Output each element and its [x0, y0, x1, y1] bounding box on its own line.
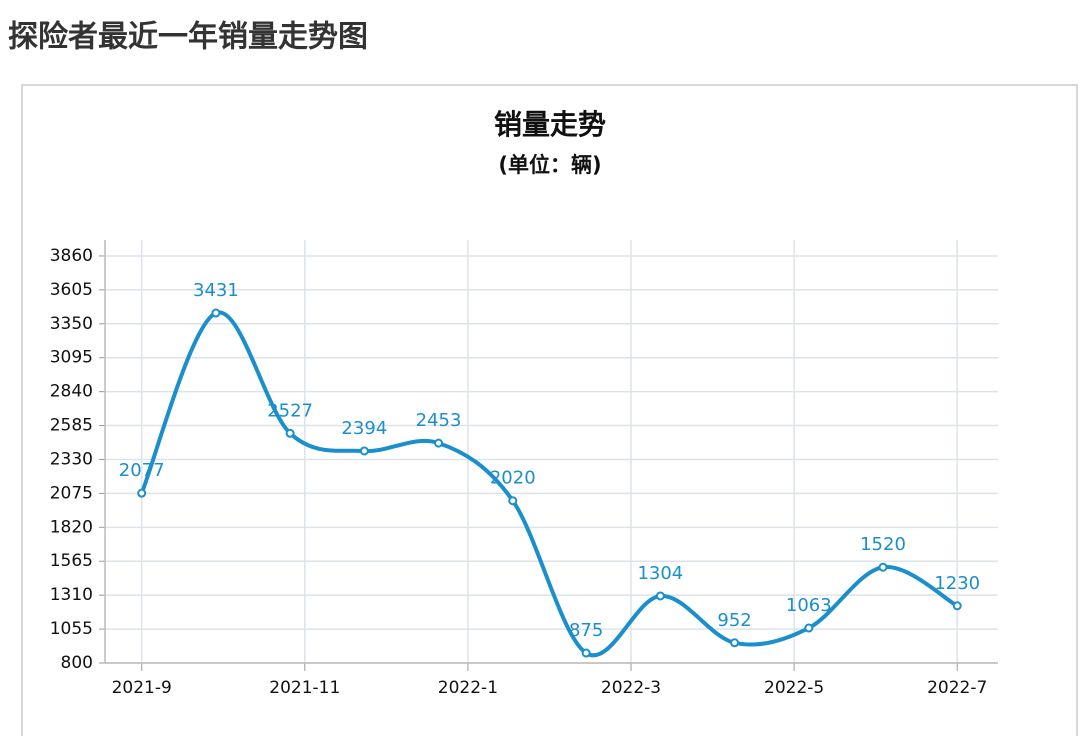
x-tick-label: 2021-9 [112, 678, 172, 698]
y-tick-label: 1820 [50, 517, 93, 537]
y-tick-label: 1565 [50, 551, 93, 571]
point [137, 488, 147, 498]
y-tick-label: 2330 [50, 449, 93, 469]
x-tick-label: 2021-11 [269, 678, 340, 698]
data-label: 2020 [490, 468, 536, 489]
x-tick-label: 2022-5 [764, 678, 824, 698]
y-tick-label: 3605 [50, 280, 93, 300]
point [434, 438, 444, 448]
x-tick-label: 2022-1 [438, 678, 498, 698]
data-label: 2394 [341, 418, 387, 439]
page-title: 探险者最近一年销量走势图 [8, 20, 368, 55]
data-label: 2077 [119, 460, 165, 481]
point [285, 428, 295, 438]
data-label: 952 [717, 610, 751, 631]
data-label: 1304 [637, 563, 683, 584]
y-tick-label: 3860 [50, 246, 93, 266]
point [359, 446, 369, 456]
data-label: 3431 [193, 280, 239, 301]
point [508, 496, 518, 506]
y-tick-label: 1310 [50, 585, 93, 605]
data-label: 2453 [416, 410, 462, 431]
point [878, 562, 888, 572]
data-label: 1063 [786, 595, 832, 616]
data-label: 875 [569, 620, 603, 641]
x-tick-label: 2022-7 [927, 678, 987, 698]
chart-frame [21, 84, 1078, 736]
chart-subtitle: (单位：辆) [498, 153, 601, 177]
chart-title: 销量走势 [494, 108, 606, 141]
y-tick-label: 3095 [50, 348, 93, 368]
point [804, 623, 814, 633]
point [581, 648, 591, 658]
data-label: 1520 [860, 534, 906, 555]
x-tick-label: 2022-3 [601, 678, 661, 698]
y-tick-label: 2075 [50, 483, 93, 503]
y-tick-label: 3350 [50, 314, 93, 334]
data-label: 2527 [267, 400, 313, 421]
y-tick-label: 2585 [50, 416, 93, 436]
data-label: 1230 [934, 573, 980, 594]
point [211, 308, 221, 318]
point [655, 591, 665, 601]
y-tick-label: 1055 [50, 619, 93, 639]
y-tick-label: 800 [61, 653, 93, 673]
y-tick-label: 2840 [50, 382, 93, 402]
point [952, 601, 962, 611]
point [730, 638, 740, 648]
